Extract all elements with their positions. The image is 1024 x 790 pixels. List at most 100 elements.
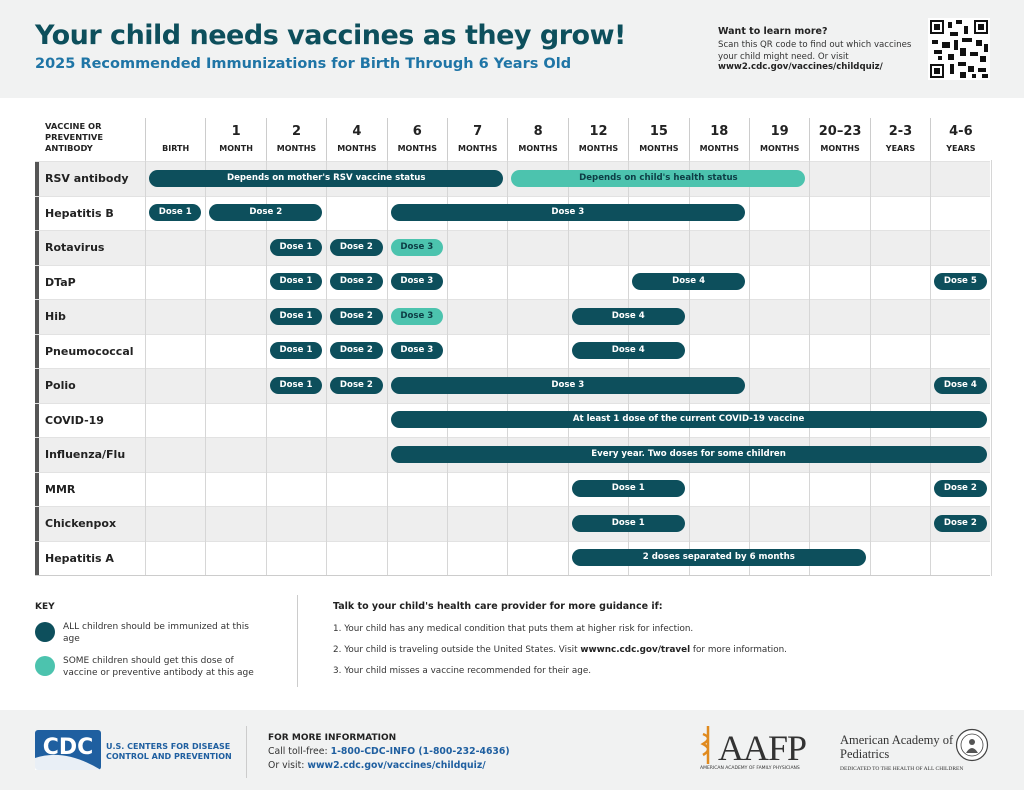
vaccine-row: Hib: [35, 299, 990, 334]
dose-bar: Dose 1: [571, 514, 685, 532]
column-header: BIRTH: [145, 118, 205, 160]
row-accent: [35, 507, 39, 541]
column-number: 4: [352, 124, 362, 139]
guidance-text: 1. Your child has any medical condition …: [333, 624, 694, 634]
column-header: 12 MONTHS: [567, 118, 628, 160]
column-unit: MONTH: [219, 144, 253, 153]
dose-bar: Dose 2: [330, 376, 383, 394]
column-header: 2 MONTHS: [265, 118, 326, 160]
dose-bar: Dose 2: [330, 273, 383, 290]
column-number: 7: [473, 124, 483, 139]
qr-code: [928, 18, 990, 80]
column-unit: MONTHS: [760, 144, 800, 153]
vaccine-name: COVID-19: [45, 413, 104, 427]
column-line: [930, 160, 932, 576]
guidance-item: 2. Your child is traveling outside the U…: [333, 645, 787, 655]
column-unit: YEARS: [885, 144, 916, 153]
column-line: [567, 160, 569, 576]
guidance-link[interactable]: wwwnc.cdc.gov/travel: [580, 645, 691, 655]
column-unit: MONTHS: [337, 144, 377, 153]
guidance-item: 1. Your child has any medical condition …: [333, 624, 693, 634]
row-accent: [35, 300, 39, 334]
aafp-emblem: [700, 726, 710, 764]
footer-band: [0, 710, 1024, 790]
column-unit: MONTHS: [820, 144, 860, 153]
table-bottom: [35, 575, 990, 576]
column-line: [145, 160, 146, 576]
dose-bar: Depends on child's health status: [511, 169, 806, 187]
column-header: 18 MONTHS: [688, 118, 749, 160]
column-header: 4-6 YEARS: [930, 118, 990, 160]
row-accent: [35, 162, 39, 196]
column-line: [869, 160, 871, 576]
vaccine-name: Chickenpox: [45, 517, 117, 530]
column-header: 7 MONTHS: [447, 118, 507, 160]
phone[interactable]: 1-800-CDC-INFO (1-800-232-4636): [330, 746, 510, 757]
column-line: [809, 160, 811, 576]
column-number: 6: [412, 124, 422, 139]
column-unit: MONTHS: [276, 144, 317, 153]
dose-bar: Depends on mother's RSV vaccine status: [149, 169, 504, 187]
vaccine-name: MMR: [45, 482, 76, 496]
visit-label: Or visit:: [268, 760, 305, 771]
url[interactable]: www2.cdc.gov/vaccines/childquiz/: [307, 760, 486, 771]
key-swatch: [35, 656, 55, 676]
column-line: [205, 160, 207, 576]
aafp-logo: AAFP: [718, 728, 807, 768]
column-line: [628, 160, 630, 576]
vaccine-name: Polio: [45, 379, 76, 392]
column-unit: MONTHS: [699, 144, 739, 153]
dose-bar: Dose 4: [571, 342, 685, 359]
dose-bar: Dose 3: [390, 273, 443, 290]
guidance-text: 2. Your child is traveling outside the U…: [333, 645, 578, 655]
column-header: 19 MONTHS: [749, 118, 809, 160]
dose-bar: Dose 3: [390, 376, 745, 394]
dose-bar: Dose 3: [390, 307, 443, 325]
column-unit: MONTHS: [639, 144, 679, 153]
vaccine-name: Hepatitis A: [45, 551, 114, 565]
cdc-name: U.S. CENTERS FOR DISEASE CONTROL AND PRE…: [106, 742, 232, 761]
row-accent: [35, 196, 39, 230]
vaccine-row: Hepatitis A: [35, 540, 990, 575]
dose-bar: Dose 2: [330, 342, 383, 359]
column-number: 15: [649, 124, 668, 139]
aap-tagline: DEDICATED TO THE HEALTH OF ALL CHILDREN: [840, 766, 964, 772]
dose-bar: 2 doses separated by 6 months: [571, 549, 866, 566]
column-unit: MONTHS: [397, 144, 437, 153]
column-number: 4-6: [949, 124, 973, 139]
column-line: [990, 160, 992, 576]
dose-bar: Dose 4: [571, 307, 685, 325]
dose-bar: Dose 3: [390, 342, 443, 359]
info-visit: Or visit: www2.cdc.gov/vaccines/childqui…: [268, 760, 486, 771]
column-number: 2: [291, 124, 302, 139]
key-title: KEY: [35, 602, 55, 612]
info-heading: FOR MORE INFORMATION: [268, 733, 397, 743]
key-text: SOME children should get this dose of va…: [63, 656, 254, 678]
column-header: 8 MONTHS: [507, 118, 567, 160]
guidance-after: for more information.: [692, 645, 787, 655]
dose-bar: Dose 1: [269, 376, 323, 394]
row-accent: [35, 541, 39, 575]
vaccine-row: Pneumococcal: [35, 333, 990, 368]
row-accent: [35, 265, 39, 299]
vaccine-name: Influenza/Flu: [45, 448, 126, 461]
column-header: 2-3 YEARS: [869, 118, 930, 160]
vaccine-row: Rotavirus: [35, 230, 990, 265]
column-line: [265, 160, 267, 576]
call-label: Call toll-free:: [268, 746, 328, 757]
row-accent: [35, 231, 39, 265]
row-accent: [35, 403, 39, 437]
column-unit: BIRTH: [162, 144, 190, 153]
column-header: 4 MONTHS: [326, 118, 386, 160]
column-line: [507, 160, 509, 576]
dose-bar: Dose 1: [571, 480, 685, 497]
vaccine-name: DTaP: [45, 275, 76, 289]
aap-name: American Academy of Pediatrics: [840, 733, 954, 761]
dose-bar: Dose 2: [330, 238, 383, 256]
column-line: [749, 160, 750, 576]
vaccine-name: Hib: [45, 310, 66, 323]
dose-bar: Dose 1: [269, 342, 323, 359]
column-number: 20–23: [818, 124, 862, 139]
learn-more-url[interactable]: www2.cdc.gov/vaccines/childquiz/: [718, 62, 883, 72]
